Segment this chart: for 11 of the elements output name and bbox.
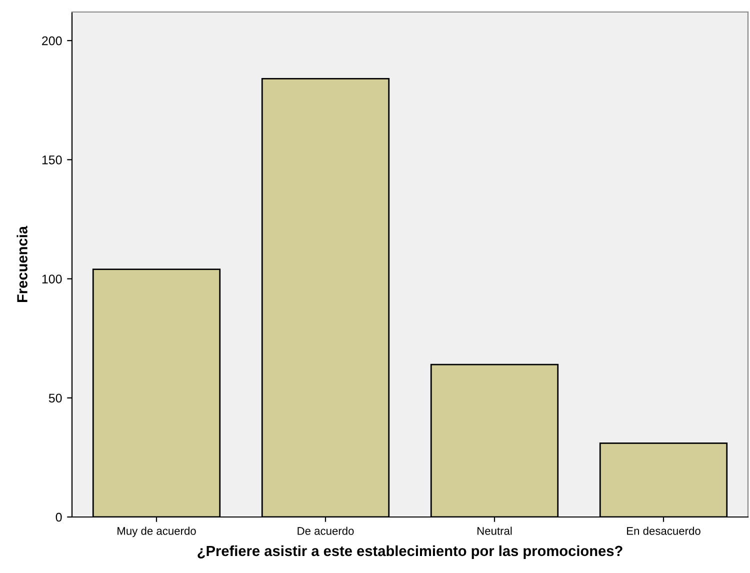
- x-tick-label: Muy de acuerdo: [118, 526, 196, 538]
- x-tick-label: En desacuerdo: [627, 526, 700, 535]
- x-tick-label: Neutral: [478, 526, 512, 535]
- y-tick-label: 150: [42, 155, 62, 164]
- y-tick-label: 100: [42, 274, 62, 284]
- x-tick-label: De acuerdo: [298, 526, 354, 535]
- y-tick-label: 50: [48, 394, 62, 403]
- y-tick-label: 0: [56, 512, 62, 522]
- y-tick-label: 200: [42, 36, 62, 46]
- x-axis-title: ¿Prefiere asistir a este establecimiento por las promociones?: [198, 545, 622, 560]
- y-axis-title: Frecuencia: [16, 226, 28, 302]
